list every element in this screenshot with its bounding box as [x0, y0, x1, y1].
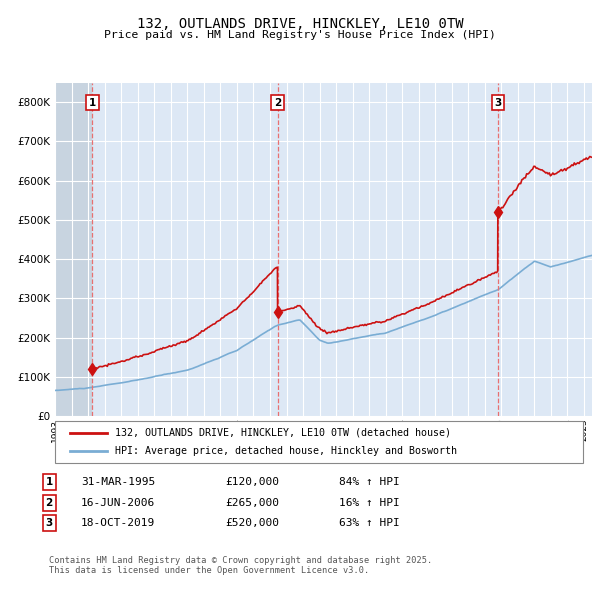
Text: 132, OUTLANDS DRIVE, HINCKLEY, LE10 0TW (detached house): 132, OUTLANDS DRIVE, HINCKLEY, LE10 0TW …	[115, 428, 451, 438]
Text: 132, OUTLANDS DRIVE, HINCKLEY, LE10 0TW: 132, OUTLANDS DRIVE, HINCKLEY, LE10 0TW	[137, 17, 463, 31]
Text: 1: 1	[46, 477, 53, 487]
Text: HPI: Average price, detached house, Hinckley and Bosworth: HPI: Average price, detached house, Hinc…	[115, 446, 457, 456]
Text: 18-OCT-2019: 18-OCT-2019	[81, 519, 155, 528]
Bar	[55, 83, 92, 416]
Text: 16-JUN-2006: 16-JUN-2006	[81, 498, 155, 507]
Text: Contains HM Land Registry data © Crown copyright and database right 2025.
This d: Contains HM Land Registry data © Crown c…	[49, 556, 433, 575]
Text: 3: 3	[494, 97, 502, 107]
Text: £520,000: £520,000	[225, 519, 279, 528]
Text: Price paid vs. HM Land Registry's House Price Index (HPI): Price paid vs. HM Land Registry's House …	[104, 30, 496, 40]
Text: 3: 3	[46, 519, 53, 528]
Text: £120,000: £120,000	[225, 477, 279, 487]
Text: 2: 2	[46, 498, 53, 507]
Text: 84% ↑ HPI: 84% ↑ HPI	[339, 477, 400, 487]
Text: £265,000: £265,000	[225, 498, 279, 507]
Text: 31-MAR-1995: 31-MAR-1995	[81, 477, 155, 487]
Text: 1: 1	[89, 97, 96, 107]
Text: 63% ↑ HPI: 63% ↑ HPI	[339, 519, 400, 528]
Text: 16% ↑ HPI: 16% ↑ HPI	[339, 498, 400, 507]
Text: 2: 2	[274, 97, 281, 107]
